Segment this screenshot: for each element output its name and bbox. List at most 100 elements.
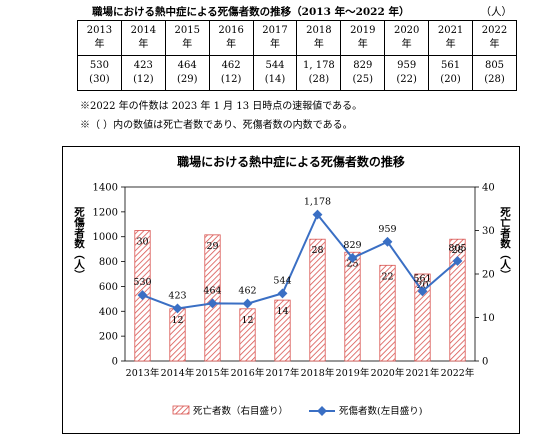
table-cell-year: 2022 年 [472, 20, 517, 56]
table-cell-year: 2018 年 [296, 20, 342, 56]
casualty-point-label: 829 [343, 240, 361, 251]
category-label: 2014年 [161, 367, 195, 379]
table-cell-value: 959 (22) [384, 55, 430, 91]
death-count: (12) [220, 74, 242, 85]
category-label: 2015年 [196, 367, 230, 379]
death-bar [344, 251, 361, 362]
casualty-point-label: 1,178 [304, 197, 331, 208]
table-unit: （人） [480, 6, 513, 18]
death-bar-label: 25 [346, 258, 358, 269]
year-number: 2016 [218, 25, 244, 36]
category-label: 2013年 [126, 367, 160, 379]
table-cell-value: 530 (30) [77, 55, 122, 91]
table-cell-value: 829 (25) [340, 55, 386, 91]
table-cell-value: 462 (12) [208, 55, 254, 91]
death-bar [309, 238, 326, 362]
right-tick-label: 30 [482, 226, 495, 237]
chart-frame: 職場における熱中症による死傷者数の推移 0 200 400 600 800 1000 1200… [62, 146, 520, 434]
year-suffix: 年 [226, 39, 237, 50]
year-number: 2013 [86, 25, 113, 36]
casualty-count: 561 [441, 60, 461, 71]
death-count: (22) [396, 74, 417, 85]
casualty-count: 464 [177, 60, 197, 71]
table-cell-year: 2017 年 [252, 20, 298, 56]
left-tick-label: 200 [99, 332, 118, 343]
right-tick-label: 0 [482, 357, 488, 368]
death-count: (20) [440, 74, 461, 85]
death-count: (25) [352, 74, 374, 85]
death-bar-label: 30 [136, 237, 148, 248]
casualty-count: 959 [397, 60, 417, 71]
death-count: (29) [176, 74, 198, 85]
right-tick-label: 10 [482, 313, 495, 324]
casualty-count: 1, 178 [302, 60, 335, 71]
category-label: 2018年 [301, 367, 335, 379]
table-row-years: 2013 年 2014 年 2015 年 2016 年 2017 年 2018 年 2019 年 2020 年… [77, 20, 517, 56]
table-cell-year: 2014 年 [120, 20, 166, 56]
year-number: 2021 [437, 25, 464, 36]
death-bar [449, 238, 466, 362]
table-cell-year: 2016 年 [208, 20, 254, 56]
chart-title: 職場における熱中症による死傷者数の推移 [177, 154, 405, 169]
right-tick-label: 20 [482, 270, 495, 281]
death-bar [274, 299, 291, 362]
casualty-point-label: 464 [203, 285, 221, 296]
left-tick-label: 0 [112, 357, 118, 368]
death-bar [414, 273, 431, 362]
year-number: 2018 [306, 25, 332, 36]
death-bar [204, 234, 221, 362]
left-tick-label: 400 [99, 307, 118, 318]
death-bar-label: 12 [171, 315, 183, 326]
death-bar-label: 29 [206, 241, 218, 252]
casualty-point [242, 298, 253, 309]
table-title: 職場における熱中症による死傷者数の推移（2013 年〜2022 年） [92, 6, 410, 18]
category-label: 2017年 [266, 367, 300, 379]
category-label: 2016年 [231, 367, 265, 379]
year-number: 2017 [262, 25, 288, 36]
casualty-point-label: 959 [378, 224, 396, 235]
category-label: 2022年 [441, 367, 475, 379]
year-suffix: 年 [270, 39, 280, 50]
year-suffix: 年 [357, 39, 368, 50]
casualty-point-label: 805 [448, 243, 466, 254]
death-bar-label: 22 [381, 271, 393, 282]
death-count: (12) [133, 74, 154, 85]
casualty-point [417, 286, 428, 297]
casualty-point-label: 561 [413, 273, 431, 284]
table-cell-year: 2015 年 [164, 20, 210, 56]
year-suffix: 年 [138, 39, 149, 50]
casualty-count: 462 [221, 60, 241, 71]
casualty-count: 544 [265, 60, 285, 71]
casualty-count: 423 [133, 60, 153, 71]
death-bar-label: 12 [241, 315, 253, 326]
death-count: (28) [484, 74, 505, 85]
left-tick-label: 1400 [93, 183, 118, 194]
category-label: 2019年 [336, 367, 370, 379]
death-bar-label: 28 [451, 245, 463, 256]
table-cell-value: 805 (28) [472, 55, 517, 91]
death-count: (30) [89, 74, 110, 85]
casualty-count: 829 [353, 60, 373, 71]
casualty-point [172, 303, 183, 314]
casualty-point-label: 462 [238, 286, 256, 297]
casualty-count: 530 [89, 60, 109, 71]
casualty-point [312, 209, 323, 220]
chart-canvas: 職場における熱中症による死傷者数の推移020040060080010001200… [73, 154, 511, 417]
death-count: (14) [264, 74, 286, 85]
table-cell-value: 464 (29) [164, 55, 210, 91]
casualty-table: 2013 年 2014 年 2015 年 2016 年 2017 年 2018 年 2019 年 2020 年… [77, 20, 517, 91]
table-cell-value: 1, 178 (28) [296, 55, 342, 91]
table-cell-year: 2019 年 [340, 20, 386, 56]
right-tick-label: 40 [482, 183, 495, 194]
footnote-parentheses: ※（ ）内の数値は死亡者数であり、死傷者数の内数である。 [80, 120, 353, 131]
year-number: 2019 [350, 25, 376, 36]
death-bar [379, 264, 396, 362]
year-number: 2014 [130, 25, 157, 36]
y-left-axis-title: 死傷者数（人） [73, 206, 85, 280]
year-suffix: 年 [445, 39, 456, 50]
casualty-point [137, 290, 148, 301]
death-bar-label: 20 [416, 280, 428, 291]
table-row-values: 530 (30) 423 (12) 464 (29) 462 (12) 544 (14) 1, 17… [77, 55, 517, 91]
table-cell-value: 561 (20) [428, 55, 474, 91]
